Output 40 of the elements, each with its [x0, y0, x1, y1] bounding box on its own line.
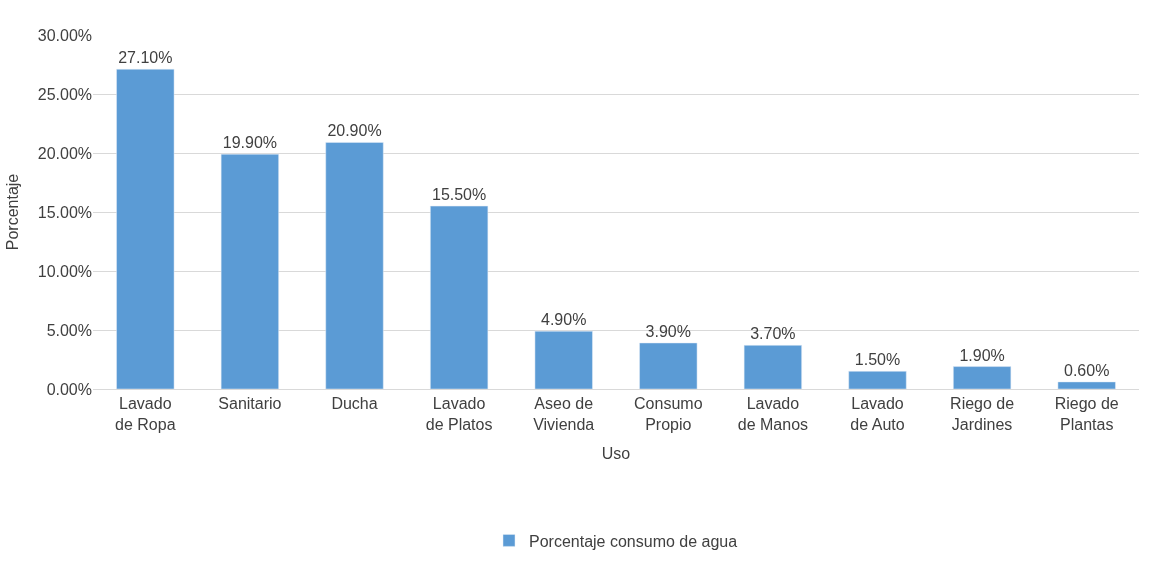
x-tick-label: Aseo de Vivienda — [533, 395, 595, 433]
x-tick-label: Sanitario — [218, 395, 282, 413]
x-tick-label: Riego de Jardines — [950, 395, 1015, 433]
data-label: 3.70% — [750, 325, 796, 343]
y-tick-label: 10.00% — [37, 262, 92, 280]
bar — [116, 68, 175, 389]
data-label: 1.90% — [959, 346, 1005, 364]
x-tick-label: Riego de Plantas — [1054, 395, 1119, 433]
x-tick-label: Lavado de Manos — [737, 395, 809, 433]
data-label: 20.90% — [327, 122, 382, 140]
x-axis-title: Uso — [601, 444, 631, 462]
x-tick-label: Lavado de Auto — [850, 395, 905, 433]
legend-label: Porcentaje consumo de agua — [529, 532, 738, 550]
y-tick-label: 30.00% — [37, 26, 92, 44]
y-tick-label: 25.00% — [37, 85, 92, 103]
bar — [953, 366, 1012, 389]
data-label: 1.50% — [854, 351, 901, 369]
y-tick-label: 5.00% — [46, 321, 92, 339]
data-label: 0.60% — [1064, 361, 1110, 379]
data-label: 19.90% — [222, 134, 278, 152]
y-tick-label: 20.00% — [37, 144, 92, 162]
bar — [220, 153, 279, 389]
data-label: 27.10% — [118, 49, 173, 67]
bar — [430, 205, 489, 389]
x-tick-label: Lavado de Platos — [425, 395, 493, 433]
bar — [848, 371, 907, 389]
y-tick-label: 0.00% — [46, 380, 92, 398]
bar — [743, 345, 802, 389]
bar — [534, 330, 593, 389]
y-tick-label: 15.00% — [37, 203, 92, 221]
x-tick-label: Ducha — [331, 395, 378, 413]
y-axis-title: Porcentaje — [3, 173, 21, 251]
x-tick-label: Lavado de Ropa — [115, 395, 176, 433]
data-label: 4.90% — [541, 311, 587, 329]
x-tick-label: Consumo Propio — [634, 395, 703, 433]
bar — [325, 142, 384, 389]
data-label: 3.90% — [645, 322, 691, 340]
bar — [1057, 381, 1116, 389]
data-label: 15.50% — [431, 186, 487, 204]
bar — [639, 342, 698, 389]
